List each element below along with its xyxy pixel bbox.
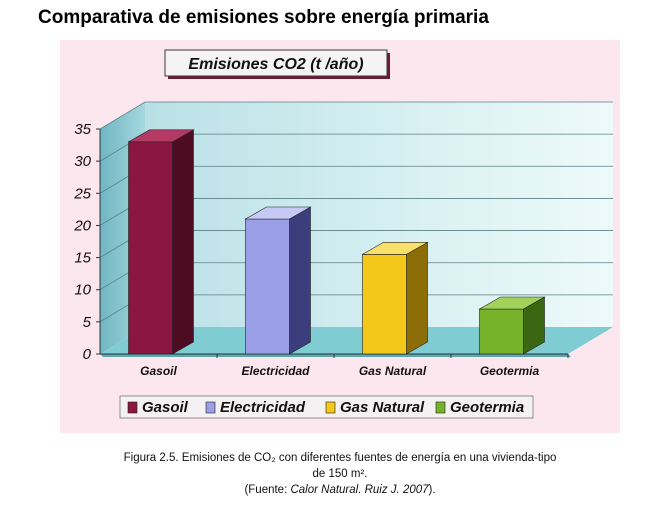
caption-line-2: de 150 m². [312, 468, 368, 480]
caption-source-suffix: ). [428, 484, 436, 496]
bar-gasoil [127, 129, 195, 355]
bar-top [478, 296, 546, 310]
x-tick-label: Electricidad [241, 364, 310, 378]
bar-top [244, 206, 312, 220]
x-tick-label: Geotermia [480, 364, 540, 378]
bar-top [361, 242, 429, 255]
legend-swatch [325, 401, 336, 414]
caption-source-prefix: (Fuente: [244, 484, 291, 496]
caption-line-3: (Fuente: Calor Natural. Ruiz J. 2007). [60, 482, 620, 498]
y-tick-label: 30 [74, 153, 91, 170]
y-tick-label: 25 [73, 185, 91, 202]
bar-chart: 0 5 10 15 20 25 30 35 Gasoil Electricidad Gas Natu… [73, 49, 613, 419]
legend-entry: Gasoil [142, 399, 189, 416]
legend-entry: Gas Natural [340, 399, 425, 416]
gridline [99, 101, 613, 130]
legend-swatch [205, 401, 216, 414]
x-tick-label: Gas Natural [359, 364, 427, 378]
bar-side [289, 206, 311, 355]
legend-swatch [435, 401, 446, 414]
bar-front [128, 141, 173, 355]
bar-electricidad [244, 206, 312, 355]
y-tick-label: 35 [74, 121, 91, 138]
legend-swatch [127, 401, 138, 414]
bar-front [479, 308, 524, 355]
bar-side [172, 129, 194, 355]
y-tick-label: 0 [83, 346, 92, 363]
y-tick-label: 20 [73, 217, 91, 234]
bar-front [245, 218, 290, 355]
x-tick-label: Gasoil [140, 364, 177, 378]
chart-title-box [164, 49, 388, 77]
y-tick-label: 5 [83, 314, 92, 331]
caption-line-1: Figura 2.5. Emisiones de CO₂ con diferen… [123, 452, 557, 464]
bar-top [127, 129, 195, 143]
bar-front [362, 254, 407, 355]
figure-caption: Figura 2.5. Emisiones de CO₂ con diferen… [60, 450, 620, 498]
chart-floor-edge [100, 354, 571, 357]
bar-side [406, 241, 428, 355]
page-title: Comparativa de emisiones sobre energía p… [38, 7, 489, 28]
legend-entry: Electricidad [220, 399, 306, 416]
bar-geotermia [478, 296, 546, 355]
y-tick-label: 15 [74, 250, 91, 267]
caption-source: Calor Natural. Ruiz J. 2007 [290, 484, 429, 496]
bar-gas-natural [361, 241, 429, 355]
y-tick-label: 10 [74, 282, 91, 299]
chart-panel: 0 5 10 15 20 25 30 35 Gasoil Electricidad Gas Natu… [60, 40, 620, 433]
chart-title: Emisiones CO2 (t /año) [188, 56, 363, 73]
legend-entry: Geotermia [450, 399, 524, 416]
